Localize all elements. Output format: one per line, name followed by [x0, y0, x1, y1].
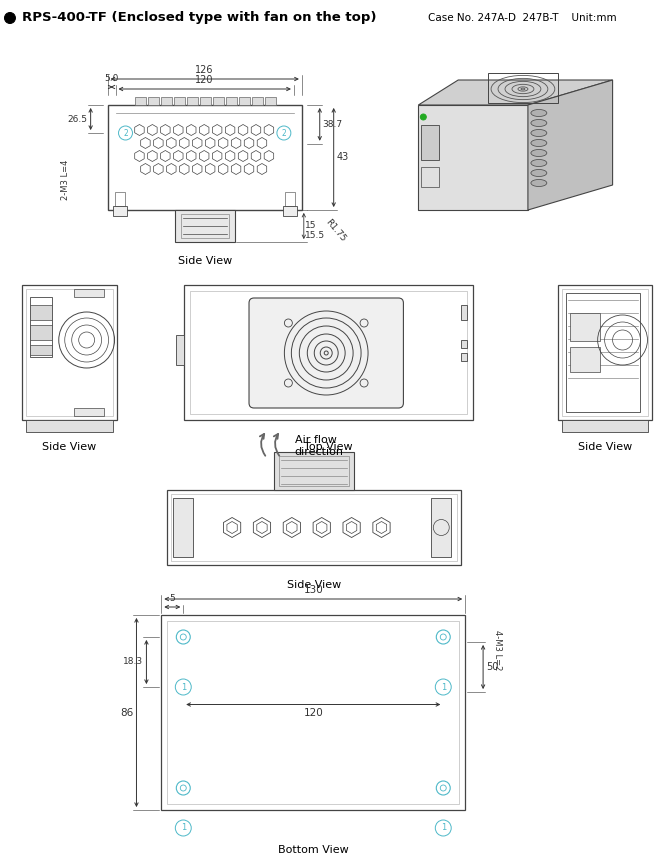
Ellipse shape	[531, 169, 547, 176]
FancyBboxPatch shape	[249, 298, 403, 408]
Bar	[431, 498, 451, 557]
Text: 2-M3 L=4: 2-M3 L=4	[61, 160, 70, 200]
Bar	[135, 97, 147, 105]
Bar	[461, 353, 467, 361]
Bar	[176, 335, 184, 365]
Bar	[421, 125, 440, 160]
Bar	[421, 167, 440, 187]
Text: 1: 1	[181, 683, 186, 691]
Bar	[558, 285, 653, 420]
Bar	[26, 289, 113, 416]
Polygon shape	[418, 80, 612, 105]
Bar	[570, 347, 600, 372]
Bar	[285, 192, 295, 206]
Bar	[213, 97, 224, 105]
Text: Bottom View: Bottom View	[278, 845, 348, 855]
Ellipse shape	[531, 109, 547, 117]
Bar	[488, 73, 558, 103]
Text: Side View: Side View	[178, 256, 232, 266]
Bar	[113, 206, 127, 216]
Bar	[565, 293, 641, 412]
Text: 126: 126	[196, 65, 214, 75]
Ellipse shape	[531, 149, 547, 156]
Text: Air flow: Air flow	[295, 435, 337, 445]
Text: 4-M3 L=2: 4-M3 L=2	[493, 630, 502, 670]
Bar	[174, 97, 186, 105]
Text: 1: 1	[441, 824, 446, 832]
Text: RPS-400-TF (Enclosed type with fan on the top): RPS-400-TF (Enclosed type with fan on th…	[22, 11, 377, 25]
Ellipse shape	[531, 160, 547, 167]
Ellipse shape	[531, 130, 547, 137]
Text: 5.0: 5.0	[105, 74, 119, 83]
Bar	[200, 97, 211, 105]
Bar	[461, 305, 467, 320]
Bar	[115, 192, 125, 206]
Text: R1.75: R1.75	[324, 218, 348, 244]
Text: Side View: Side View	[42, 442, 96, 452]
Bar	[174, 498, 193, 557]
Bar	[181, 214, 228, 238]
Text: 1: 1	[181, 824, 186, 832]
Polygon shape	[418, 105, 528, 210]
Bar	[161, 615, 465, 810]
Bar	[30, 297, 52, 357]
Ellipse shape	[531, 139, 547, 147]
Bar	[226, 97, 237, 105]
Bar	[275, 452, 354, 490]
Bar	[74, 408, 104, 416]
Ellipse shape	[531, 119, 547, 126]
Bar	[190, 291, 467, 414]
Text: 43: 43	[337, 153, 349, 162]
Text: Side View: Side View	[287, 580, 342, 590]
Bar	[149, 97, 159, 105]
Bar	[161, 97, 172, 105]
Bar	[168, 621, 459, 804]
Bar	[461, 340, 467, 348]
Bar	[26, 420, 113, 432]
Bar	[570, 313, 600, 341]
Text: Top View: Top View	[304, 442, 353, 452]
Text: 15: 15	[305, 221, 316, 229]
Text: 86: 86	[120, 708, 133, 717]
Text: Case No. 247A-D  247B-T    Unit:mm: Case No. 247A-D 247B-T Unit:mm	[428, 13, 617, 23]
Text: 15.5: 15.5	[305, 230, 325, 240]
Circle shape	[5, 13, 15, 23]
Text: 5: 5	[170, 594, 175, 603]
Bar	[265, 97, 276, 105]
Bar	[184, 285, 473, 420]
Bar	[168, 490, 461, 565]
Bar	[252, 97, 263, 105]
Polygon shape	[528, 80, 612, 210]
Circle shape	[420, 114, 426, 120]
Bar	[172, 494, 457, 561]
Text: 18.3: 18.3	[123, 657, 143, 667]
Bar	[108, 105, 302, 210]
Text: 120: 120	[304, 709, 323, 718]
Text: Side View: Side View	[578, 442, 632, 452]
Bar	[561, 420, 649, 432]
Bar	[279, 456, 349, 486]
Bar	[30, 305, 52, 320]
Bar	[30, 325, 52, 340]
Text: 2: 2	[123, 129, 128, 137]
Text: 120: 120	[196, 75, 214, 85]
Ellipse shape	[531, 180, 547, 186]
Bar	[74, 289, 104, 297]
Text: 2: 2	[281, 129, 286, 137]
Bar	[175, 210, 234, 242]
Bar	[561, 289, 649, 416]
Text: 38.7: 38.7	[323, 120, 343, 129]
Bar	[30, 345, 52, 355]
Text: direction: direction	[295, 447, 344, 457]
Bar	[283, 206, 297, 216]
Text: 26.5: 26.5	[68, 114, 88, 124]
Bar	[239, 97, 250, 105]
Text: 130: 130	[304, 585, 323, 595]
Bar	[22, 285, 117, 420]
Bar	[187, 97, 198, 105]
Text: 50: 50	[486, 662, 498, 672]
Text: 1: 1	[441, 683, 446, 691]
